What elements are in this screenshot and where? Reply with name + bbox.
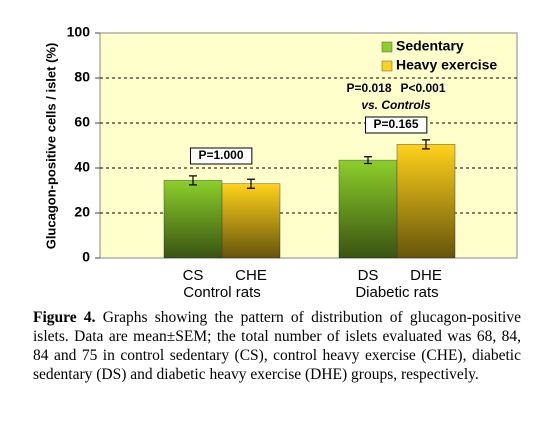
bar-label: DS <box>358 267 379 284</box>
bar-shade <box>397 144 455 258</box>
annotation: P=0.018 <box>346 81 391 95</box>
error-bar <box>364 156 372 165</box>
annotation-box <box>189 147 253 165</box>
error-bar <box>189 175 197 186</box>
annotation: vs. Controls <box>361 98 431 112</box>
y-axis-title: Glucagon-positive cells / islet (%) <box>43 43 58 250</box>
y-tick-label: 60 <box>74 114 90 130</box>
legend-swatch <box>381 41 393 53</box>
legend-label: Sedentary <box>396 38 464 54</box>
bar-label: DHE <box>410 267 442 284</box>
legend-swatch <box>381 60 393 72</box>
caption-label: Figure 4. <box>33 309 96 326</box>
bar-label: CS <box>183 267 204 284</box>
error-bar <box>247 178 255 189</box>
group-label: Control rats <box>183 284 261 301</box>
y-tick-label: 100 <box>67 24 91 40</box>
error-bar <box>422 139 430 150</box>
y-tick-label: 40 <box>74 159 90 175</box>
bar-shade <box>222 183 280 258</box>
legend-label: Heavy exercise <box>396 57 497 73</box>
bar-shade <box>164 180 222 258</box>
caption: Figure 4. Graphs showing the pattern of … <box>33 308 521 384</box>
annotation-box <box>364 116 428 134</box>
bar-label: CHE <box>235 267 267 284</box>
y-tick-label: 80 <box>74 69 90 85</box>
chart: Glucagon-positive cells / islet (%) 0 20 4… <box>43 24 518 301</box>
group-label: Diabetic rats <box>355 284 438 301</box>
caption-text: Graphs showing the pattern of distributi… <box>33 309 521 383</box>
annotation: P=1.000 <box>198 148 243 162</box>
annotation: P<0.001 <box>400 81 445 95</box>
annotation: P=0.165 <box>373 117 418 131</box>
y-tick-label: 20 <box>74 204 90 220</box>
bar-shade <box>339 160 397 258</box>
y-tick-label: 0 <box>82 249 90 265</box>
